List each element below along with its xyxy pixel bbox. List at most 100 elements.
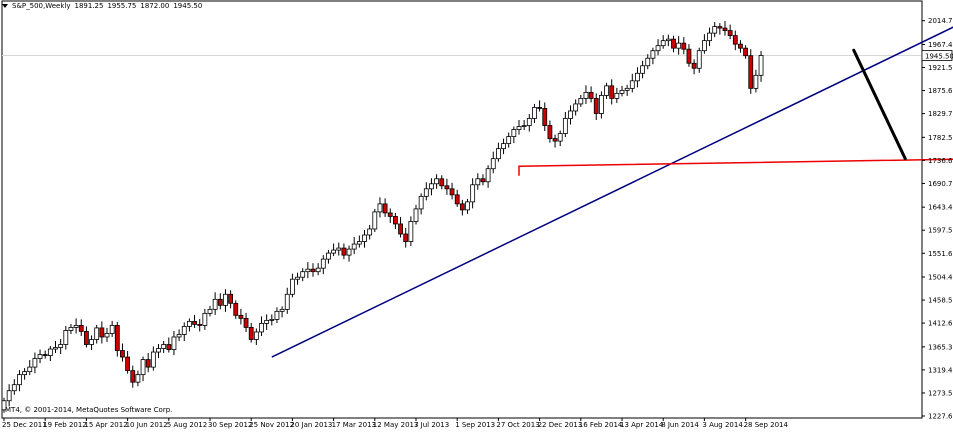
candle <box>42 350 48 359</box>
candle <box>732 30 738 51</box>
candle-body-bull <box>362 234 367 242</box>
candle-body-bear <box>130 370 136 383</box>
candle-body-bull <box>320 258 326 269</box>
candle <box>202 308 208 330</box>
candle <box>156 344 161 359</box>
candle-body-bull <box>264 319 270 324</box>
dropdown-triangle-icon[interactable] <box>2 4 8 8</box>
candle <box>94 324 100 344</box>
candle-body-bull <box>1 400 7 411</box>
candle-body-bull <box>202 312 208 326</box>
candle <box>640 60 645 79</box>
candle <box>197 318 203 332</box>
candle-body-bear <box>387 212 393 217</box>
candle-body-bull <box>712 26 718 34</box>
candle <box>609 79 615 105</box>
candle-body-bull <box>346 248 352 256</box>
candle <box>660 35 666 49</box>
candle-body-bull <box>331 249 337 254</box>
y-tick-label: 1967.45 <box>928 41 953 49</box>
candle-body-bull <box>104 333 110 338</box>
candle-body-bull <box>94 327 100 340</box>
candle-body-bear <box>459 203 465 211</box>
support-line[interactable] <box>518 158 953 176</box>
symbol-label: S&P_500,Weekly <box>12 2 71 10</box>
candle-body-bull <box>223 293 228 306</box>
x-tick-label: 7 Jul 2013 <box>414 421 449 429</box>
candle <box>310 263 316 277</box>
candle <box>676 36 682 55</box>
candle-body-bull <box>475 178 481 186</box>
candle <box>552 134 558 148</box>
candle <box>295 272 300 285</box>
candle <box>150 346 156 371</box>
candle <box>135 370 141 387</box>
x-tick-label: 20 Jan 2013 <box>290 421 332 429</box>
candle-body-bull <box>511 129 517 137</box>
candle <box>547 120 553 143</box>
candle <box>192 314 197 328</box>
y-tick-label: 1458.50 <box>928 297 953 305</box>
candle-body-bear <box>686 48 692 64</box>
candle-body-bear <box>42 354 48 356</box>
candle <box>207 305 213 317</box>
candle-body-bull <box>140 359 146 376</box>
projection-line[interactable] <box>852 48 907 161</box>
trendline[interactable] <box>271 8 953 358</box>
x-tick-label: 25 Dec 2011 <box>2 421 47 429</box>
candle <box>274 307 280 323</box>
x-tick-label: 12 May 2013 <box>373 421 419 429</box>
x-tick-label: 30 Sep 2012 <box>208 421 252 429</box>
candle-body-bear <box>727 30 733 37</box>
candle <box>377 197 383 218</box>
candle-body-bear <box>125 356 130 372</box>
candle <box>526 113 532 132</box>
candle-body-bull <box>11 384 17 392</box>
candle-body-bear <box>99 327 105 338</box>
candle <box>624 84 630 96</box>
candle <box>578 94 584 107</box>
y-tick-label: 1829.75 <box>928 110 953 118</box>
candle-body-bull <box>22 371 28 376</box>
x-tick-label: 19 Feb 2012 <box>43 421 87 429</box>
candle <box>17 370 22 392</box>
candle-body-bull <box>274 310 280 320</box>
candle <box>68 323 74 334</box>
candle <box>212 292 218 315</box>
candle <box>264 314 270 330</box>
candle-body-bull <box>707 32 712 42</box>
candle-body-bear <box>310 268 316 273</box>
candle-body-bull <box>614 92 620 99</box>
candle <box>532 103 537 124</box>
candle-body-bull <box>89 339 94 345</box>
candle <box>501 138 506 155</box>
candle <box>47 346 53 362</box>
candle-body-bear <box>114 325 120 351</box>
candle-body-bull <box>660 40 666 47</box>
candle <box>691 59 697 75</box>
candle <box>166 337 172 353</box>
candle-body-bear <box>480 178 486 183</box>
candle-body-bull <box>305 268 311 273</box>
candle-body-bear <box>233 302 239 316</box>
candle-body-bull <box>63 330 69 345</box>
candle <box>681 37 687 55</box>
candle-body-bull <box>336 247 342 251</box>
candle <box>78 319 84 336</box>
candle-body-bull <box>295 276 300 280</box>
current-price-label: 1945.50 <box>925 52 953 60</box>
candle <box>104 327 110 342</box>
y-tick-label: 1412.60 <box>928 320 953 328</box>
candle-body-bull <box>568 110 573 119</box>
candle <box>181 322 187 341</box>
candle-body-bull <box>619 89 625 94</box>
candle <box>6 384 12 407</box>
candle-body-bull <box>429 183 434 190</box>
y-tick-label: 1227.65 <box>928 413 953 421</box>
candle <box>665 34 671 47</box>
candle <box>248 322 254 343</box>
candle <box>485 165 491 188</box>
candle-body-bull <box>37 354 43 359</box>
